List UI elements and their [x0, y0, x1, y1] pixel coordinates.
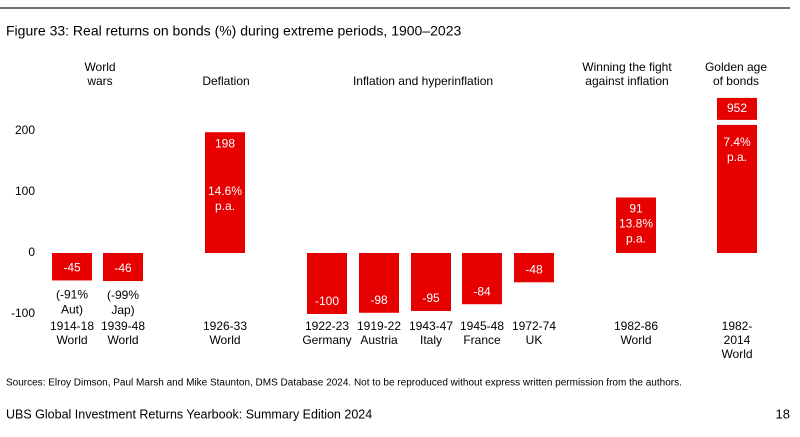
bar	[307, 253, 347, 314]
x-tick-label: World	[56, 333, 87, 347]
x-tick-label: 1972-74	[512, 319, 556, 333]
bar-note: 13.8%	[619, 216, 653, 230]
group-label: wars	[86, 74, 112, 88]
x-tick-label: France	[463, 333, 501, 347]
x-tick-label: Germany	[302, 333, 351, 347]
x-tick-label: 1914-18	[50, 319, 94, 333]
value-label: -100	[315, 294, 339, 308]
x-tick-label: 2014	[724, 333, 751, 347]
x-tick-label: 1943-47	[409, 319, 453, 333]
bar-note: 14.6%	[208, 184, 242, 198]
group-label: against inflation	[585, 74, 668, 88]
bar-note: p.a.	[727, 150, 747, 164]
bar-note: Aut)	[61, 303, 83, 317]
y-tick-label: 200	[15, 123, 35, 137]
group-label: Golden age	[705, 60, 767, 74]
bar	[205, 132, 245, 253]
group-label: Deflation	[202, 74, 249, 88]
x-tick-label: 1982-	[722, 319, 753, 333]
value-label: 952	[727, 101, 747, 115]
group-label: World	[84, 60, 115, 74]
y-tick-label: 0	[28, 245, 35, 259]
value-label: 198	[215, 136, 235, 150]
y-tick-label: -100	[11, 306, 35, 320]
bar-note: Jap)	[111, 303, 134, 317]
bar-break-cap	[717, 97, 757, 120]
group-label: Winning the fight	[582, 60, 672, 74]
x-tick-label: 1945-48	[460, 319, 504, 333]
x-tick-label: 1982-86	[614, 319, 658, 333]
value-label: -84	[473, 284, 491, 298]
bar	[103, 253, 143, 282]
value-label: -95	[422, 291, 440, 305]
x-tick-label: 1919-22	[357, 319, 401, 333]
source-note: Sources: Elroy Dimson, Paul Marsh and Mi…	[6, 378, 682, 389]
group-label: Inflation and hyperinflation	[353, 74, 493, 88]
value-label: -45	[63, 261, 81, 275]
x-tick-label: 1922-23	[305, 319, 349, 333]
bar	[717, 124, 757, 254]
x-tick-label: UK	[526, 333, 543, 347]
bar	[411, 253, 451, 311]
bar	[359, 253, 399, 313]
footer: UBS Global Investment Returns Yearbook: …	[6, 407, 372, 421]
x-tick-label: Italy	[420, 333, 442, 347]
value-label: 91	[629, 202, 643, 216]
x-tick-label: 1926-33	[203, 319, 247, 333]
bar-note: p.a.	[215, 199, 235, 213]
group-label: of bonds	[713, 74, 759, 88]
value-label: -48	[525, 262, 543, 276]
bar-note: p.a.	[626, 231, 646, 245]
bar	[616, 197, 656, 253]
x-tick-label: World	[107, 333, 138, 347]
x-tick-label: 1939-48	[101, 319, 145, 333]
bar-note: 7.4%	[723, 135, 751, 149]
value-label: -46	[114, 261, 132, 275]
x-tick-label: World	[620, 333, 651, 347]
x-tick-label: World	[209, 333, 240, 347]
bar	[514, 253, 554, 283]
bar	[462, 253, 502, 305]
x-tick-label: Austria	[360, 333, 398, 347]
y-tick-label: 100	[15, 184, 35, 198]
page-number: 18	[776, 406, 790, 421]
chart-title: Figure 33: Real returns on bonds (%) dur…	[6, 23, 461, 39]
bar	[52, 253, 92, 281]
x-tick-label: World	[721, 347, 752, 361]
value-label: -98	[370, 293, 388, 307]
bar-note: (-91%	[56, 288, 88, 302]
bar-note: (-99%	[107, 288, 139, 302]
